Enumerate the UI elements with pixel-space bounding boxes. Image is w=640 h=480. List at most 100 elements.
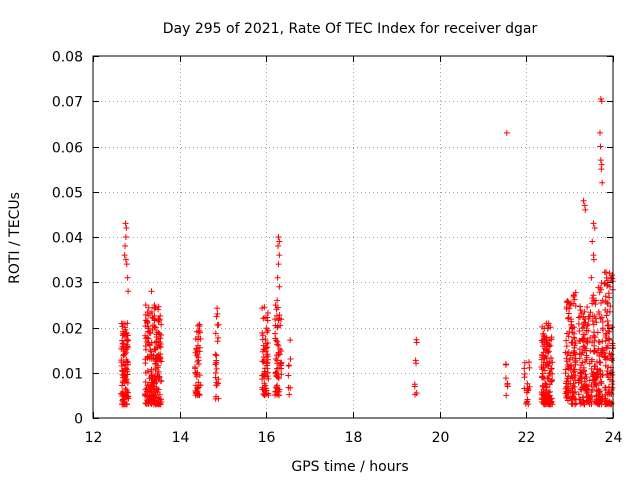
data-point xyxy=(526,364,533,371)
data-point xyxy=(582,358,589,365)
data-point xyxy=(609,378,616,385)
data-point xyxy=(597,359,604,366)
data-point xyxy=(601,349,608,356)
data-point xyxy=(605,322,612,329)
data-point xyxy=(580,398,587,405)
data-point xyxy=(566,356,573,363)
data-point xyxy=(155,342,162,349)
data-point xyxy=(539,352,546,359)
data-point xyxy=(568,362,575,369)
y-tick-label: 0 xyxy=(74,412,83,428)
data-point xyxy=(124,379,131,386)
data-point xyxy=(588,274,595,281)
x-tick-label: 14 xyxy=(172,430,190,446)
data-point xyxy=(274,374,281,381)
data-point xyxy=(566,328,573,335)
data-point xyxy=(146,392,153,399)
data-point xyxy=(597,143,604,150)
data-point xyxy=(523,389,530,396)
data-point xyxy=(568,385,575,392)
data-point xyxy=(148,368,155,375)
data-point xyxy=(595,401,602,408)
data-point xyxy=(276,312,283,319)
data-point xyxy=(540,331,547,338)
data-point xyxy=(158,358,165,365)
data-point xyxy=(589,295,596,302)
data-point xyxy=(147,330,154,337)
data-point xyxy=(274,338,281,345)
data-point xyxy=(592,297,599,304)
data-point xyxy=(152,401,159,408)
data-point xyxy=(541,345,548,352)
data-point xyxy=(155,316,162,323)
data-point xyxy=(214,310,221,317)
x-tick-label: 20 xyxy=(432,430,450,446)
data-point xyxy=(142,369,149,376)
data-point xyxy=(581,319,588,326)
data-point xyxy=(601,269,608,276)
data-point xyxy=(275,317,282,324)
data-point xyxy=(195,360,202,367)
data-point xyxy=(521,374,528,381)
data-point xyxy=(149,377,156,384)
data-point xyxy=(539,366,546,373)
data-point xyxy=(148,288,155,295)
data-point xyxy=(275,243,282,250)
data-point xyxy=(122,234,129,240)
data-point xyxy=(540,349,547,356)
data-point xyxy=(273,373,280,380)
data-point xyxy=(503,375,510,382)
data-point xyxy=(572,302,579,309)
data-point xyxy=(145,323,152,330)
data-point xyxy=(124,371,131,378)
data-point xyxy=(521,365,528,372)
x-tick-label: 24 xyxy=(605,430,623,446)
data-point xyxy=(567,366,574,373)
data-point xyxy=(581,308,588,315)
data-point xyxy=(547,355,554,362)
data-point xyxy=(563,298,570,305)
data-point xyxy=(145,304,152,311)
data-point xyxy=(146,342,153,349)
data-point xyxy=(212,374,219,381)
data-point xyxy=(596,311,603,318)
data-point xyxy=(525,401,532,408)
data-point xyxy=(543,387,550,394)
y-tick-label: 0.03 xyxy=(52,276,83,292)
data-point xyxy=(583,352,590,359)
y-tick-label: 0.07 xyxy=(52,95,83,111)
data-point xyxy=(577,372,584,379)
data-point xyxy=(214,338,221,345)
data-point xyxy=(502,361,509,368)
data-point xyxy=(577,307,584,314)
data-point xyxy=(148,308,155,315)
data-point xyxy=(570,389,577,396)
data-point xyxy=(564,375,571,382)
data-point xyxy=(276,252,283,259)
data-point xyxy=(583,389,590,396)
data-point xyxy=(142,391,149,398)
data-point xyxy=(286,391,293,398)
data-point xyxy=(503,392,510,399)
data-point xyxy=(598,314,605,321)
data-point xyxy=(564,389,571,396)
y-tick-label: 0.06 xyxy=(52,141,83,157)
data-point xyxy=(568,322,575,329)
data-point xyxy=(588,393,595,400)
data-point xyxy=(580,384,587,391)
data-point xyxy=(193,370,200,377)
data-point xyxy=(196,372,203,379)
data-point xyxy=(589,238,596,245)
data-point xyxy=(195,336,202,343)
data-point xyxy=(591,329,598,336)
data-point xyxy=(264,365,271,372)
data-point xyxy=(544,359,551,366)
data-point xyxy=(264,327,271,334)
data-point xyxy=(149,322,156,329)
data-point xyxy=(153,338,160,345)
data-point xyxy=(540,389,547,396)
data-point xyxy=(603,345,610,352)
data-point xyxy=(592,363,599,370)
data-point xyxy=(539,323,546,330)
data-point xyxy=(582,206,589,213)
